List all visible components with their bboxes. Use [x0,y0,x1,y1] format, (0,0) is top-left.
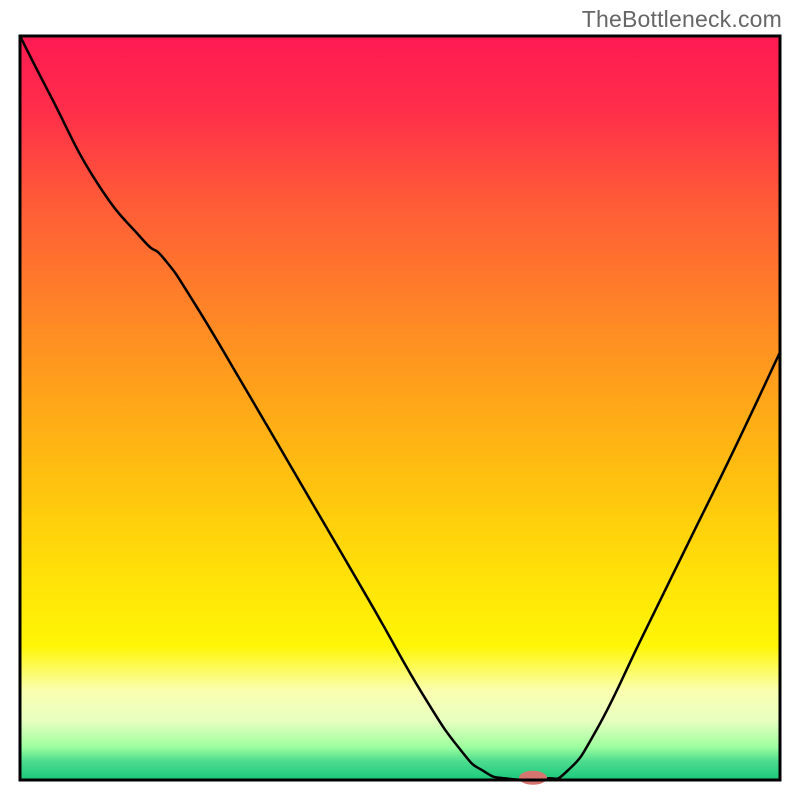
chart-container: TheBottleneck.com [0,0,800,800]
optimal-point-marker [519,771,547,785]
chart-svg [0,0,800,800]
watermark-text: TheBottleneck.com [582,6,782,33]
gradient-background [20,36,780,780]
